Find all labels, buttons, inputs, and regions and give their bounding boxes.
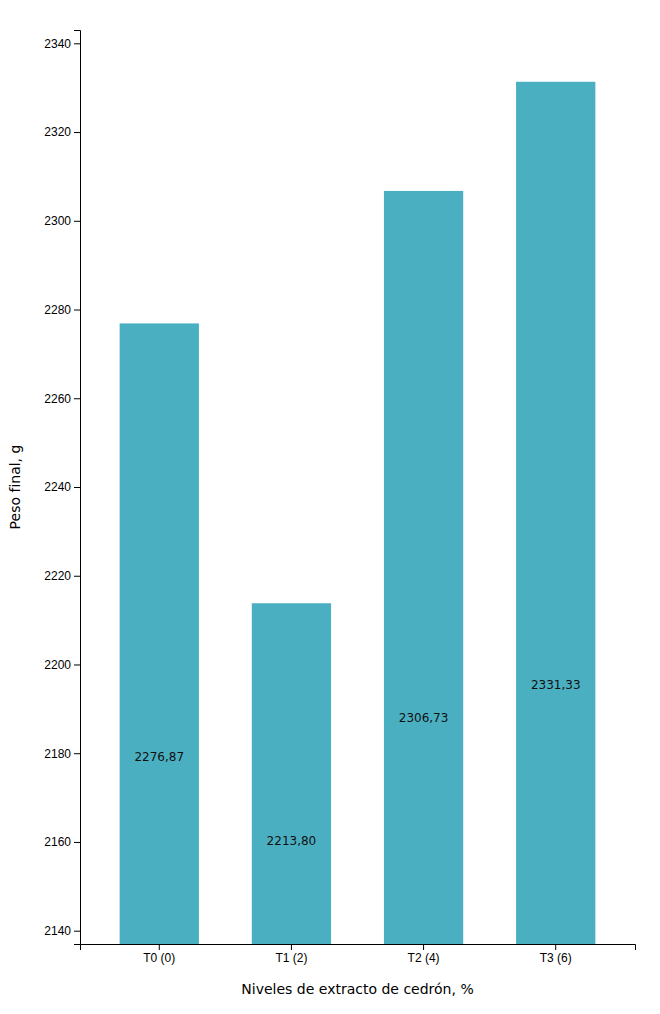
- y-tick-label: 2140: [44, 924, 71, 938]
- y-tick: 2220: [44, 569, 80, 583]
- x-tick: T1 (2): [275, 944, 307, 965]
- x-tick-mark: [159, 944, 160, 950]
- x-axis-line: [81, 945, 636, 951]
- bar: [252, 603, 331, 944]
- y-axis: 2140 2160 2180 2200 2220 2240 2260 2280 2300 2320…: [44, 31, 80, 945]
- plot: 2276,87 2213,80 2306,73 2331,33 2140 2160 2180…: [44, 31, 635, 965]
- y-tick-mark: [74, 842, 80, 843]
- x-tick-label: T3 (6): [540, 951, 572, 965]
- x-tick-mark: [555, 944, 556, 950]
- y-tick: 2300: [44, 214, 80, 228]
- y-tick-mark: [74, 221, 80, 222]
- y-tick: 2340: [44, 37, 80, 51]
- x-tick-label: T1 (2): [275, 951, 307, 965]
- y-tick-label: 2180: [44, 747, 71, 761]
- y-tick-mark: [74, 487, 80, 488]
- y-tick: 2200: [44, 658, 80, 672]
- y-axis-line: [74, 31, 81, 945]
- y-tick: 2320: [44, 125, 80, 139]
- y-tick-label: 2300: [44, 214, 71, 228]
- y-tick-label: 2240: [44, 480, 71, 494]
- y-tick-mark: [74, 310, 80, 311]
- data-label: 2331,33: [531, 678, 581, 692]
- x-axis: T0 (0) T1 (2) T2 (4) T3 (6): [81, 944, 636, 965]
- y-tick: 2160: [44, 835, 80, 849]
- x-tick: T2 (4): [408, 944, 440, 965]
- data-label: 2276,87: [134, 750, 184, 764]
- y-tick-mark: [74, 132, 80, 133]
- y-tick-label: 2320: [44, 125, 71, 139]
- data-label: 2213,80: [267, 834, 317, 848]
- data-labels: 2276,87 2213,80 2306,73 2331,33: [134, 678, 580, 848]
- y-tick-mark: [74, 43, 80, 44]
- y-tick-mark: [74, 664, 80, 665]
- y-tick: 2240: [44, 480, 80, 494]
- bar: [384, 191, 463, 944]
- bars: [120, 82, 596, 944]
- x-tick-label: T2 (4): [408, 951, 440, 965]
- x-tick-mark: [423, 944, 424, 950]
- y-tick-label: 2200: [44, 658, 71, 672]
- y-tick: 2260: [44, 392, 80, 406]
- x-tick: T3 (6): [540, 944, 572, 965]
- chart: 2276,87 2213,80 2306,73 2331,33 2140 2160 2180…: [0, 0, 660, 1014]
- bar: [516, 82, 595, 944]
- x-tick: T0 (0): [143, 944, 175, 965]
- x-tick-mark: [291, 944, 292, 950]
- y-tick: 2180: [44, 747, 80, 761]
- y-tick-label: 2220: [44, 569, 71, 583]
- x-tick-label: T0 (0): [143, 951, 175, 965]
- y-tick-label: 2340: [44, 37, 71, 51]
- y-tick-label: 2280: [44, 303, 71, 317]
- y-tick-mark: [74, 398, 80, 399]
- data-label: 2306,73: [399, 711, 449, 725]
- y-tick: 2280: [44, 303, 80, 317]
- y-tick-label: 2160: [44, 835, 71, 849]
- y-tick-mark: [74, 753, 80, 754]
- y-tick-label: 2260: [44, 392, 71, 406]
- y-tick: 2140: [44, 924, 80, 938]
- x-axis-title: Niveles de extracto de cedrón, %: [241, 981, 473, 997]
- y-tick-mark: [74, 576, 80, 577]
- y-axis-title: Peso final, g: [7, 445, 23, 530]
- y-tick-mark: [74, 931, 80, 932]
- bar: [120, 323, 199, 944]
